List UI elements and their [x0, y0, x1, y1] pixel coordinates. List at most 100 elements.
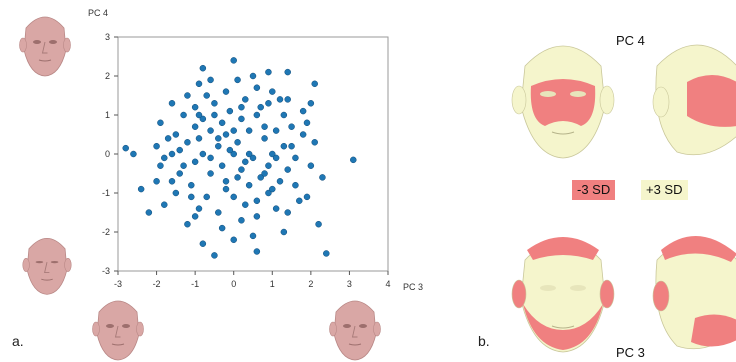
axis-ticks: -3 -2 -1 0 1 2 3 4 -3 -2 -1 0 1 2 3	[102, 32, 391, 289]
panel-b-label: b.	[478, 333, 490, 349]
face-pc4-high	[19, 16, 71, 77]
legend-plus-3sd: +3 SD	[641, 180, 688, 200]
data-point	[265, 68, 272, 76]
data-point	[253, 197, 261, 205]
data-point	[245, 181, 253, 189]
data-point	[157, 162, 164, 169]
data-point	[249, 154, 257, 162]
data-point	[207, 170, 214, 177]
data-point	[253, 213, 261, 220]
data-point	[191, 158, 199, 166]
data-point	[172, 189, 180, 197]
data-point	[191, 123, 199, 130]
data-point	[253, 84, 261, 91]
data-point	[195, 111, 203, 119]
data-point	[265, 189, 272, 197]
data-point	[191, 103, 199, 111]
heat-face-pc4-front	[511, 45, 615, 159]
data-point	[168, 178, 176, 185]
data-point	[211, 100, 218, 107]
data-point	[203, 92, 210, 99]
data-point	[288, 123, 295, 130]
data-point	[195, 135, 203, 142]
data-point	[269, 185, 276, 193]
data-point	[199, 240, 207, 247]
data-point	[226, 146, 234, 154]
data-point	[211, 111, 218, 119]
data-point	[253, 248, 261, 255]
data-point	[269, 150, 276, 158]
data-point	[215, 209, 222, 216]
panel-a-label: a.	[12, 333, 24, 349]
data-point	[203, 193, 210, 201]
data-point	[257, 174, 264, 181]
data-point	[238, 103, 245, 111]
data-point	[234, 76, 241, 84]
data-point	[145, 209, 153, 216]
pc3-title: PC 3	[616, 345, 645, 360]
data-point	[172, 131, 180, 138]
data-point	[207, 127, 214, 134]
data-point	[272, 205, 280, 212]
data-point	[218, 224, 226, 232]
data-point	[253, 111, 261, 119]
data-point	[222, 178, 230, 185]
data-point	[188, 193, 195, 201]
heat-face-pc3-front	[511, 237, 615, 353]
data-point	[222, 131, 230, 138]
y-axis-label: PC 4	[88, 8, 108, 18]
data-point	[199, 64, 207, 72]
data-point	[284, 68, 291, 76]
data-point	[153, 178, 160, 185]
data-point	[184, 139, 191, 146]
data-point	[215, 135, 222, 142]
data-point	[284, 96, 291, 103]
y-tick-label: 2	[105, 71, 110, 81]
data-point	[311, 139, 318, 146]
x-tick-label: 2	[308, 279, 313, 289]
data-point	[168, 150, 176, 158]
x-tick-label: 3	[347, 279, 352, 289]
data-point	[230, 57, 237, 64]
data-point	[269, 88, 276, 95]
data-point	[261, 135, 268, 142]
data-point	[238, 217, 245, 224]
data-point	[272, 154, 280, 162]
data-point	[195, 205, 203, 212]
data-points	[122, 57, 357, 259]
data-point	[188, 181, 195, 189]
data-point	[184, 220, 191, 228]
data-point	[284, 166, 291, 173]
data-point	[280, 111, 288, 119]
data-point	[257, 103, 264, 111]
data-point	[238, 115, 245, 123]
data-point	[207, 154, 214, 162]
x-tick-label: -1	[191, 279, 199, 289]
data-point	[319, 174, 326, 181]
data-point	[288, 142, 295, 150]
x-tick-label: 1	[270, 279, 275, 289]
data-point	[184, 92, 191, 99]
data-point	[230, 193, 237, 201]
data-point	[245, 127, 253, 134]
data-point	[280, 228, 288, 236]
data-point	[292, 181, 299, 189]
data-point	[299, 131, 307, 138]
data-point	[211, 252, 218, 259]
heat-face-pc3-side	[652, 236, 736, 350]
x-axis-label: PC 3	[403, 282, 423, 292]
data-point	[272, 127, 280, 134]
data-point	[218, 119, 226, 127]
data-point	[299, 107, 307, 115]
data-point	[303, 119, 311, 127]
data-point	[265, 100, 272, 107]
x-tick-label: 0	[231, 279, 236, 289]
data-point	[284, 209, 291, 216]
data-point	[176, 170, 183, 177]
data-point	[130, 150, 137, 158]
data-point	[292, 154, 299, 162]
data-point	[230, 236, 237, 244]
data-point	[230, 127, 237, 134]
data-point	[195, 80, 203, 88]
face-pc4-low	[22, 237, 72, 295]
